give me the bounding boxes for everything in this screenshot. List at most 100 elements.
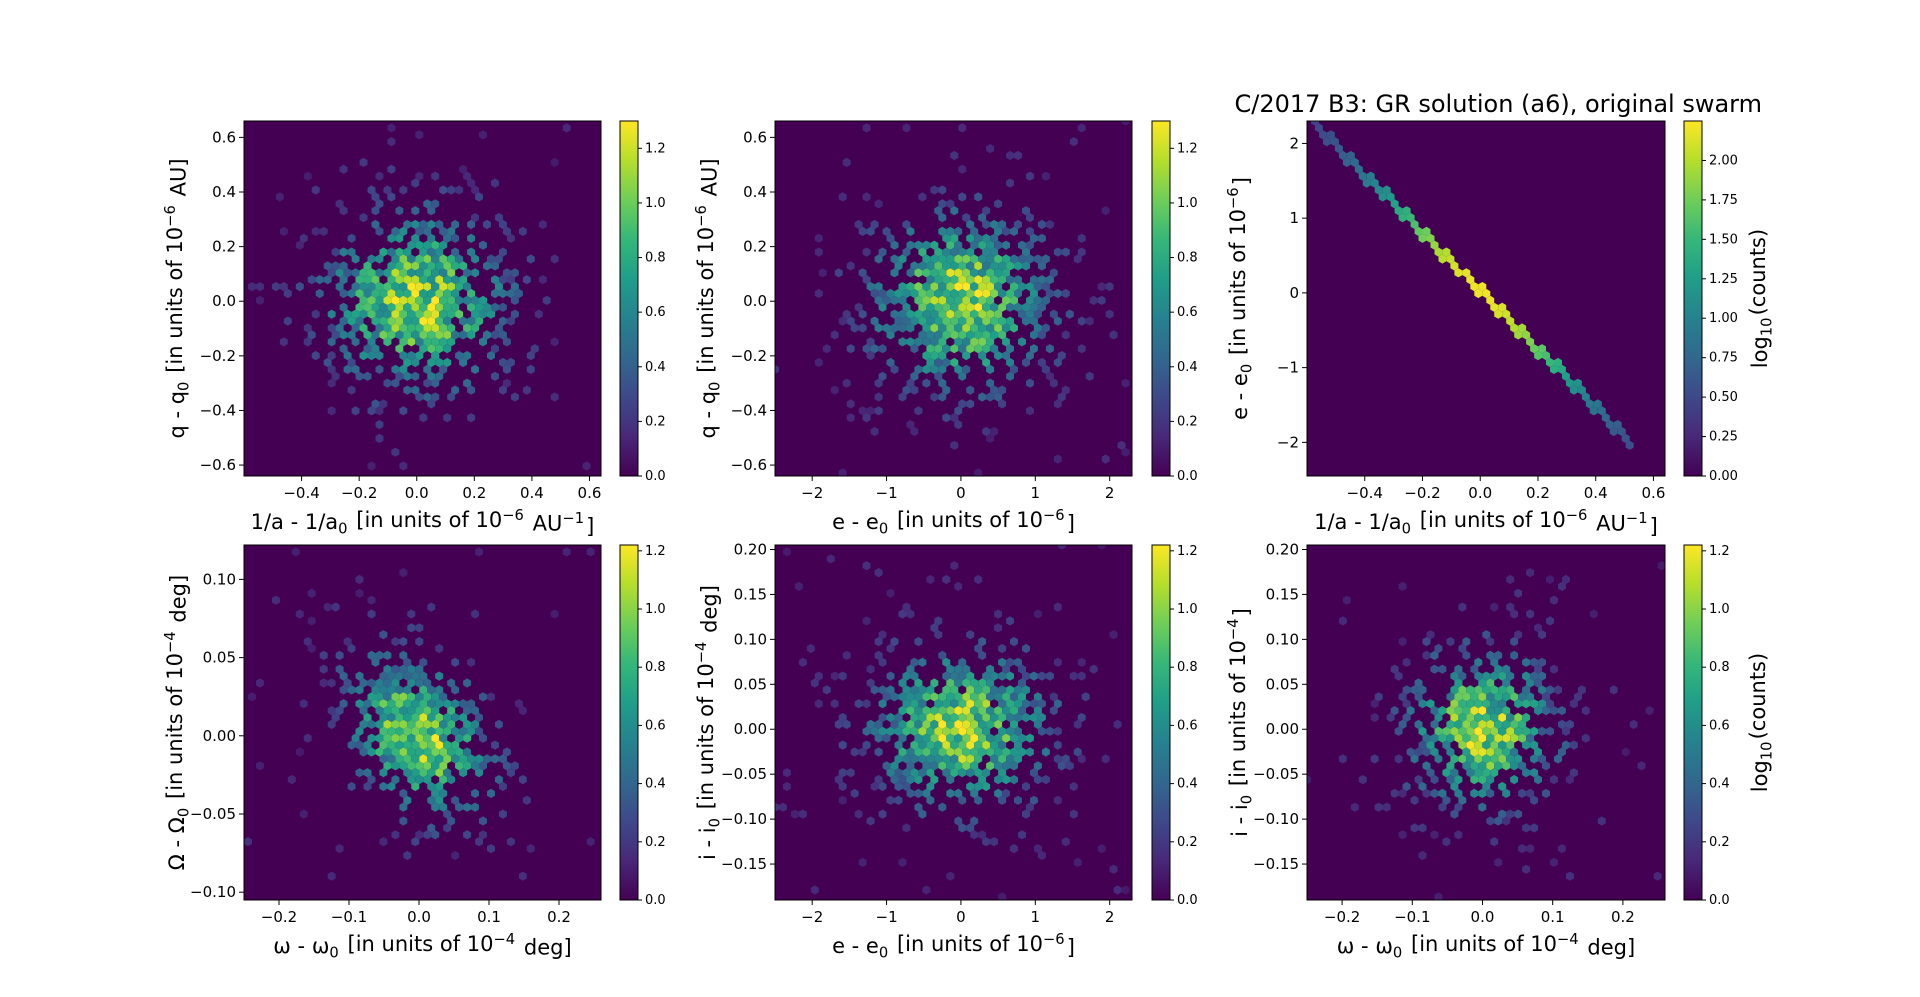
hexbin-cell: [1442, 795, 1451, 805]
hexbin-cell: [1526, 692, 1535, 702]
hexbin-cell: [1414, 719, 1423, 729]
hexbin-cell: [427, 823, 436, 833]
hexbin-cell: [982, 712, 991, 723]
hexbin-cell: [934, 344, 943, 354]
hexbin-cell: [351, 364, 360, 374]
hexbin-cell: [1454, 268, 1463, 278]
hexbin-cell: [962, 295, 971, 305]
y-tick-label: 0.6: [212, 128, 236, 146]
hexbin-cell: [1458, 685, 1467, 695]
hexbin-cell: [455, 309, 464, 319]
hexbin-cell: [914, 775, 923, 785]
hexbin-cell: [982, 302, 991, 312]
hexbin-cell: [339, 316, 348, 326]
hexbin-cell: [842, 719, 851, 729]
hexbin-cell: [1530, 768, 1539, 778]
hexbin-cell: [938, 351, 947, 361]
hexbin-cell: [1077, 754, 1086, 764]
y-tick-label: 1: [1289, 209, 1299, 227]
hexbin-cell: [502, 761, 511, 771]
hexbin-cell: [914, 637, 923, 647]
hexbin-cell: [347, 330, 356, 340]
hexbin-cell: [962, 364, 971, 374]
hexbin-cell: [443, 233, 452, 243]
y-tick-label: −0.10: [721, 810, 767, 828]
hexbin-cell: [447, 392, 456, 402]
hexbin-cell: [518, 706, 527, 716]
hexbin-cell: [399, 568, 408, 578]
hexbin-cell: [942, 671, 951, 681]
hexbin-cell: [427, 602, 436, 612]
hexbin-cell: [375, 323, 384, 333]
hexbin-cell: [970, 337, 979, 347]
hexbin-cell: [1370, 699, 1379, 709]
hexbin-cell: [1030, 302, 1038, 312]
hexbin-cell: [1049, 378, 1058, 388]
hexbin-cell: [886, 795, 895, 805]
hexbin-cell: [355, 574, 364, 585]
hexbin-cell: [906, 226, 915, 236]
hexbin-cell: [914, 406, 923, 416]
hexbin-cell: [423, 254, 432, 264]
hexbin-cell: [1045, 288, 1054, 299]
hexbin-cell: [1342, 595, 1351, 605]
hexbin-cell: [1014, 261, 1022, 271]
hexbin-cell: [1418, 740, 1427, 750]
hexbin-cell: [439, 295, 448, 305]
hexbin-cell: [471, 213, 479, 223]
colorbar-tick-label: 1.2: [1709, 544, 1730, 559]
hexbin-cell: [954, 664, 963, 674]
hexbin-cell: [942, 288, 951, 299]
hexbin-cell: [918, 754, 927, 764]
hexbin-cell: [922, 885, 931, 895]
hexbin-cell: [982, 768, 991, 778]
hexbin-cell: [491, 371, 499, 381]
hexbin-cell: [339, 302, 348, 312]
hexbin-cell: [379, 740, 388, 750]
hexbin-cell: [986, 309, 995, 319]
hexbin-cell: [814, 288, 823, 299]
hexbin-cell: [1121, 378, 1130, 388]
hexbin-cell: [1518, 844, 1527, 854]
hexbin-cell: [1410, 754, 1419, 764]
hexbin-cell: [958, 823, 967, 833]
hexbin-cell: [854, 809, 863, 819]
hexbin-cell: [383, 678, 392, 688]
hexbin-cell: [415, 240, 424, 250]
hexbin-cell: [439, 268, 448, 278]
hexbin-cell: [371, 330, 380, 340]
x-axis-label: e - e0 [in units of 10−6 ]: [832, 931, 1075, 962]
hexbin-cell: [966, 233, 975, 243]
hexbin-cell: [970, 733, 979, 743]
hexbin-cell: [1502, 692, 1511, 702]
hexbin-cell: [1049, 706, 1058, 716]
hexbin-cell: [399, 364, 408, 374]
hexbin-cell: [918, 809, 927, 819]
hexbin-cell: [471, 295, 479, 305]
hexbin-cell: [886, 288, 895, 299]
hexbin-cell: [926, 795, 935, 805]
hexbin-cell: [1466, 726, 1475, 736]
hexbin-cell: [315, 288, 324, 299]
hexbin-cell: [922, 323, 931, 333]
hexbin-cell: [1494, 747, 1503, 757]
hexbin-cell: [383, 337, 392, 347]
hexbin-cell: [1006, 302, 1014, 312]
hexbin-cell: [459, 261, 468, 271]
hexbin-cell: [463, 802, 472, 812]
hexbin-cell: [315, 275, 324, 285]
hexbin-cell: [319, 226, 328, 236]
y-tick-label: 0: [1289, 284, 1299, 302]
hexbin-cell: [938, 747, 947, 757]
hexbin-cell: [411, 699, 420, 709]
hexbin-cell: [958, 247, 967, 257]
hexbin-cell: [399, 637, 408, 647]
hexbin-cell: [407, 719, 416, 729]
hexbin-cell: [411, 357, 420, 368]
hexbin-cell: [371, 206, 380, 216]
y-axis-label: i - i0 [in units of 10−4 ]: [1225, 608, 1256, 837]
hexbin-cell: [1018, 830, 1026, 840]
hexbin-cell: [1506, 754, 1515, 764]
hexbin-cell: [343, 351, 352, 361]
hexbin-cell: [1462, 747, 1471, 757]
